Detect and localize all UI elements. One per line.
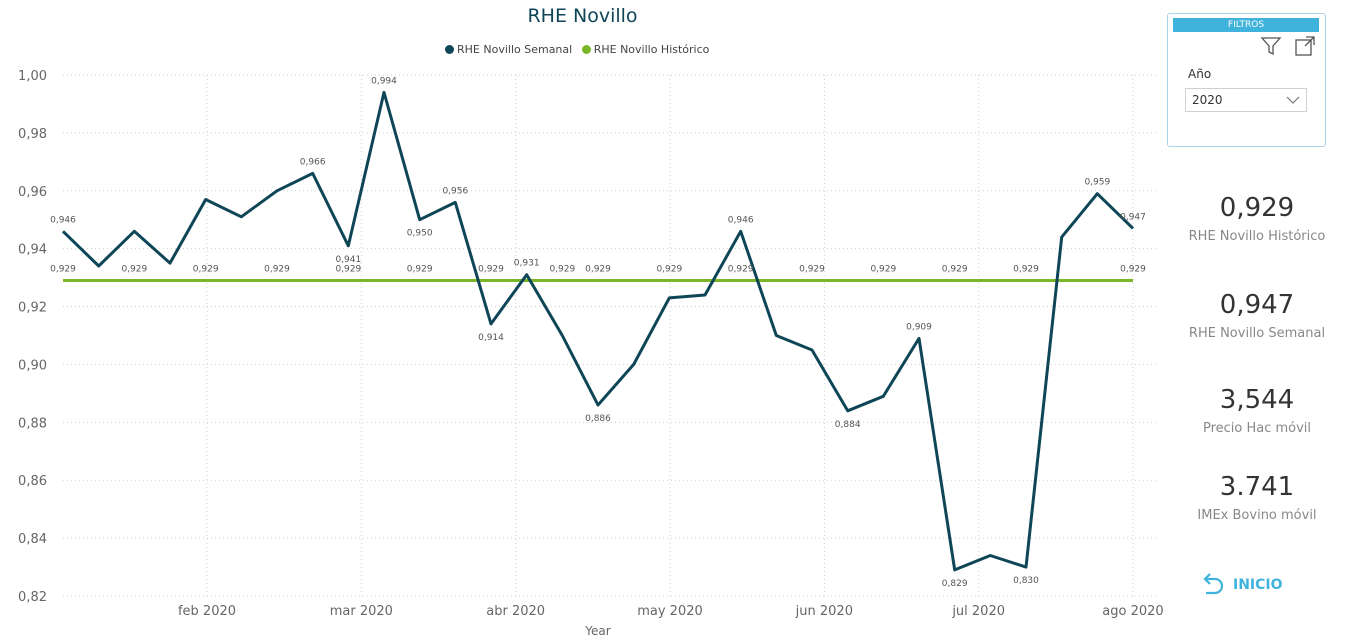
x-tick-label: abr 2020 [486,604,545,619]
x-tick-label: jun 2020 [795,604,853,619]
kpi-precio-hac: 3,544 Precio Hac móvil [1165,385,1349,436]
y-tick-label: 0,86 [18,474,47,489]
kpi-label: RHE Novillo Semanal [1188,326,1326,341]
kpi-label: Precio Hac móvil [1202,421,1312,436]
y-tick-label: 0,88 [18,416,47,431]
data-label-historico: 0,929 [656,265,682,275]
data-label-historico: 0,929 [335,265,361,275]
legend-item-historico[interactable]: RHE Novillo Histórico [581,43,710,56]
x-tick-label: mar 2020 [330,604,393,619]
data-label-historico: 0,929 [1013,265,1039,275]
legend-dot-semanal [445,45,454,54]
data-label-semanal: 0,947 [1120,212,1146,222]
data-label-semanal: 0,946 [50,215,76,225]
data-label-historico: 0,929 [1120,265,1146,275]
legend-item-semanal[interactable]: RHE Novillo Semanal [445,43,572,56]
filter-header: FILTROS [1173,18,1319,32]
data-label-semanal: 0,909 [906,322,932,332]
data-label-historico: 0,929 [870,265,896,275]
filter-icon[interactable] [1260,35,1282,57]
data-label-semanal: 0,884 [835,420,861,430]
y-tick-label: 0,92 [18,301,47,316]
y-tick-label: 0,90 [18,358,47,373]
y-tick-label: 0,94 [18,243,47,258]
y-tick-label: 1,00 [18,69,47,84]
legend-dot-historico [581,45,591,54]
kpi-value: 0,929 [1219,193,1295,223]
data-label-historico: 0,929 [549,265,575,275]
kpi-label: RHE Novillo Histórico [1188,229,1326,244]
data-label-semanal: 0,956 [442,186,468,196]
data-label-semanal: 0,886 [585,414,611,424]
kpi-value: 0,947 [1219,290,1295,320]
year-select-value: 2020 [1192,93,1223,107]
data-label-semanal: 0,994 [371,76,397,86]
x-tick-label: may 2020 [637,604,703,619]
x-tick-label: ago 2020 [1102,604,1163,619]
x-tick-label: jul 2020 [951,604,1005,619]
legend-label-historico: RHE Novillo Histórico [593,43,710,56]
data-label-historico: 0,929 [728,265,754,275]
x-tick-label: feb 2020 [178,604,236,619]
filter-panel: FILTROS Año 2020 [1167,13,1326,147]
x-axis-title: Year [584,624,610,638]
data-label-historico: 0,929 [50,265,76,275]
chevron-down-icon [1286,96,1300,104]
kpi-rhe-historico: 0,929 RHE Novillo Histórico [1165,193,1349,244]
line-chart[interactable]: 0,82 0,84 0,86 0,88 0,90 0,92 0,94 0,96 0,98 1,00… [0,0,1165,639]
chart-title: RHE Novillo [527,5,638,27]
data-label-historico: 0,929 [407,265,433,275]
y-tick-label: 0,96 [18,185,47,200]
kpi-value: 3.741 [1219,472,1295,502]
data-label-semanal: 0,966 [300,157,326,167]
data-label-semanal: 0,931 [514,259,540,269]
data-label-semanal: 0,950 [407,229,433,239]
data-label-historico: 0,929 [264,265,290,275]
data-label-historico: 0,929 [799,265,825,275]
data-label-semanal: 0,829 [942,579,968,589]
chart-legend[interactable]: RHE Novillo Semanal RHE Novillo Históric… [445,43,715,56]
y-tick-label: 0,98 [18,127,47,142]
expand-icon[interactable] [1294,35,1316,57]
data-label-historico: 0,929 [478,265,504,275]
data-label-semanal: 0,914 [478,333,504,343]
home-label: INICIO [1233,577,1283,593]
kpi-imex-bovino: 3.741 IMEx Bovino móvil [1165,472,1349,523]
year-filter-label: Año [1188,67,1212,81]
series-line-semanal [61,90,1135,572]
year-select[interactable]: 2020 [1185,88,1307,112]
y-tick-label: 0,84 [18,532,47,547]
data-label-semanal: 0,946 [728,215,754,225]
y-tick-label: 0,82 [18,590,47,605]
kpi-value: 3,544 [1219,385,1295,415]
data-label-historico: 0,929 [121,265,147,275]
kpi-rhe-semanal: 0,947 RHE Novillo Semanal [1165,290,1349,341]
data-label-semanal: 0,959 [1084,178,1110,188]
legend-label-semanal: RHE Novillo Semanal [457,43,573,56]
data-label-historico: 0,929 [942,265,968,275]
back-arrow-icon [1203,573,1224,595]
data-label-semanal: 0,941 [335,255,361,265]
data-label-semanal: 0,830 [1013,576,1039,586]
home-button[interactable]: INICIO [1197,570,1287,600]
data-label-historico: 0,929 [585,265,611,275]
data-label-historico: 0,929 [193,265,219,275]
kpi-label: IMEx Bovino móvil [1197,508,1317,523]
